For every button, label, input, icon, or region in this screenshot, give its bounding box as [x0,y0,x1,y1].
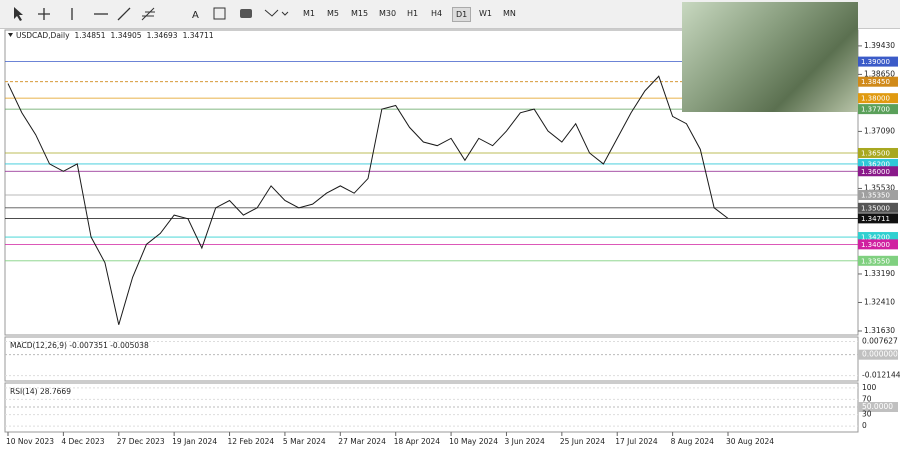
x-tick-label: 18 Apr 2024 [394,437,441,446]
level-label: 1.36500 [861,149,890,157]
fibo-icon[interactable] [141,7,155,21]
x-tick-label: 27 Mar 2024 [338,437,386,446]
level-label-box [858,213,898,224]
x-tick-label: 27 Dec 2023 [117,437,165,446]
price-line [7,75,729,325]
rsi-tick-label: 50.0000 [862,402,893,411]
level-label: 1.33550 [861,257,890,265]
y-tick-label: 1.37090 [864,126,895,135]
symbol: USDCAD,Daily [16,31,70,40]
money-image [682,2,858,112]
label-icon[interactable] [213,7,226,20]
level-label-box [858,232,898,243]
level-label-box [858,76,898,87]
y-tick-label: 1.31630 [864,326,895,335]
macd-tick-label: 0.007627 [862,337,898,346]
level-label-box [858,255,898,266]
level-label-box [858,166,898,177]
level-label: 1.35000 [861,204,890,212]
rsi-tick-label: 0 [862,421,867,430]
level-label: 1.39000 [861,58,890,66]
level-label: 1.38450 [861,78,890,86]
level-label: 1.37700 [861,106,890,114]
level-label-box [858,158,898,169]
text-icon[interactable]: A [192,10,199,21]
toolbar: A M1 M5 M15 M30 H1 H4 D1 W1 MN [0,0,900,112]
more-icon[interactable] [264,9,289,17]
level-label: 1.36000 [861,168,890,176]
level-label: 1.35350 [861,192,890,200]
timeframe-button[interactable]: M5 [327,9,339,18]
timeframe-button[interactable]: M30 [379,9,397,18]
level-label-box [858,239,898,250]
shape-icon[interactable] [240,9,252,18]
level-label: 1.34000 [861,241,890,249]
rsi-label: RSI(14) 28.7669 [10,387,71,396]
timeframe-button[interactable]: D1 [452,7,472,22]
macd-label: MACD(12,26,9) -0.007351 -0.005038 [10,341,149,350]
x-tick-label: 10 May 2024 [449,437,498,446]
trendline-icon[interactable] [117,7,131,21]
ohlc-value: 1.34851 [75,31,106,40]
x-tick-label: 8 Aug 2024 [671,437,714,446]
level-label: 1.38000 [861,95,890,103]
ohlc-value: 1.34693 [147,31,178,40]
x-tick-label: 5 Mar 2024 [283,437,326,446]
timeframe-button[interactable]: M15 [351,9,369,18]
x-tick-label: 19 Jan 2024 [172,437,217,446]
x-tick-label: 12 Feb 2024 [228,437,275,446]
main-frame [4,29,859,336]
macd-tick-label: 0.000000 [862,350,898,359]
x-tick-label: 17 Jul 2024 [615,437,658,446]
level-label-box [858,202,898,213]
toolbar-icons: A [14,7,289,21]
timeframe-button[interactable]: MN [503,9,516,18]
ohlc-value: 1.34711 [183,31,214,40]
level-label-box [858,104,898,115]
x-tick-label: 10 Nov 2023 [6,437,54,446]
crosshair-icon[interactable] [38,8,50,20]
cursor-icon[interactable] [14,7,23,21]
header-arrow [8,33,13,37]
ohlc-value: 1.34905 [111,31,142,40]
rsi-label-box [858,402,898,412]
x-tick-label: 4 Dec 2023 [61,437,104,446]
y-tick-label: 1.32410 [864,297,895,306]
timeframe-button[interactable]: M1 [303,9,315,18]
timeframe-button[interactable]: H4 [431,9,443,18]
x-tick-label: 25 Jun 2024 [560,437,605,446]
y-tick-label: 1.38650 [864,69,895,78]
y-tick-label: 1.39430 [864,41,895,50]
timeframe-button[interactable]: W1 [479,9,492,18]
level-label-box [858,190,898,201]
level-label-box [858,93,898,104]
y-tick-label: 1.33190 [864,269,895,278]
level-label-box [858,56,898,67]
x-tick-label: 30 Aug 2024 [726,437,774,446]
level-label: 1.36200 [861,160,890,168]
level-label-box [858,147,898,158]
rsi-tick-label: 70 [862,394,872,403]
macd-label-box [858,349,898,360]
timeframe-button[interactable]: H1 [407,9,419,18]
level-label: 1.34200 [861,234,890,242]
level-label: 1.34711 [861,215,890,223]
rsi-tick-label: 30 [862,410,872,419]
rsi-tick-label: 100 [862,383,877,392]
x-tick-label: 3 Jun 2024 [504,437,545,446]
y-tick-label: 1.35530 [864,183,895,192]
macd-tick-label: -0.012144 [862,371,900,380]
chart-header: USDCAD,Daily 1.34851 1.34905 1.34693 1.34711 [16,31,214,40]
